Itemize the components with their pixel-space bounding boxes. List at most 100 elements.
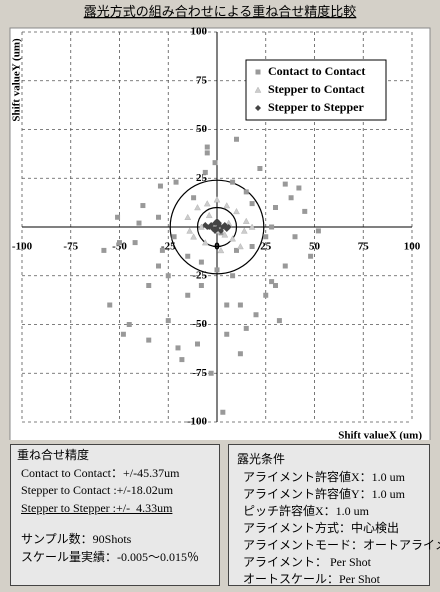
y-tick-label: 25 [196, 172, 208, 184]
text-line [21, 517, 213, 531]
point [159, 247, 165, 253]
point [223, 202, 231, 209]
legend-box [245, 59, 387, 121]
text-line: Contact to Contact：+/-45.37um [21, 465, 180, 480]
point [185, 292, 191, 298]
point [132, 240, 138, 246]
chart: 露光方式の組み合わせによる重ね合せ精度比較 Shift valueY (um) … [9, 4, 431, 440]
ring [169, 179, 265, 275]
point [308, 253, 314, 259]
point [269, 224, 275, 230]
x-axis-label: Shift valueX (um) [338, 430, 422, 440]
point [234, 136, 239, 142]
y-axis-label: Shift valueY (um) [11, 38, 23, 122]
point [198, 283, 204, 288]
point [213, 196, 221, 203]
x-tick-label: -75 [63, 241, 78, 253]
summary-lines: Contact to Contact：+/-45.37um Stepper to … [17, 465, 213, 567]
point [201, 239, 209, 246]
point [234, 247, 239, 253]
x-tick-label: 25 [260, 241, 272, 253]
point [296, 185, 302, 191]
point [288, 195, 294, 201]
point [243, 325, 249, 331]
point [115, 214, 121, 220]
chart-title: 露光方式の組み合わせによる重ね合せ精度比較 [84, 4, 357, 19]
point [146, 283, 152, 288]
y-tick-label: 100 [191, 26, 208, 38]
point [225, 224, 232, 230]
point [120, 331, 126, 337]
point [202, 222, 209, 229]
conditions-panel: 露光条件 アライメント許容値X：1.0 um アライメント許容値Y：1.0 um ピ… [228, 444, 440, 588]
legend-marker [255, 105, 261, 111]
point [273, 283, 278, 288]
point [221, 231, 229, 238]
point [212, 160, 218, 166]
y-tick-label: 75 [196, 74, 208, 86]
y-tick-label: 50 [196, 123, 208, 135]
point [198, 259, 204, 265]
point [202, 169, 208, 175]
text-line: アライメント方式：中心検出 [243, 520, 400, 535]
x-tick-label: -50 [112, 241, 127, 253]
point [240, 227, 248, 234]
point [282, 263, 288, 269]
point [233, 207, 240, 215]
y-tick-label: -100 [187, 416, 208, 428]
x-tick-label: 100 [404, 241, 421, 253]
x-tick-label: -100 [12, 241, 33, 253]
point [224, 302, 230, 308]
point [230, 179, 236, 185]
summary-panel: 重ね合せ精度 Contact to Contact：+/-45.37um Step… [10, 444, 220, 586]
y-tick-label: -50 [192, 318, 207, 330]
point [186, 227, 194, 234]
point [140, 203, 146, 209]
ring [196, 206, 238, 248]
point [156, 263, 161, 269]
point [273, 205, 278, 210]
point [203, 200, 211, 207]
point [220, 409, 226, 415]
conditions-lines: アライメント許容値X：1.0 um アライメント許容値Y：1.0 um ピッチ許容値… [237, 469, 440, 588]
text-line: アライメントモード：オートアライメント [243, 537, 440, 552]
point [217, 246, 225, 254]
point [302, 208, 308, 214]
legend-label: Stepper to Stepper [268, 100, 364, 114]
text-line: サンプル数：90Shots [21, 532, 132, 546]
point [253, 312, 259, 318]
text-line: アライメント： Per Shot [243, 554, 372, 569]
point [194, 204, 201, 211]
point [276, 318, 282, 324]
point [215, 220, 222, 227]
point [243, 189, 249, 195]
point [157, 183, 163, 189]
point [117, 240, 122, 246]
point [173, 179, 179, 185]
text-line: Stepper to Stepper :+/- 4.33um [21, 500, 173, 515]
point [230, 273, 236, 279]
x-tick-label: 75 [358, 241, 370, 253]
x-tick-label: 50 [309, 241, 321, 253]
text-line: オートスケール：Per Shot [243, 571, 381, 586]
y-tick-label: -75 [192, 367, 207, 379]
summary-title: 重ね合せ精度 [17, 448, 90, 462]
point [179, 357, 185, 363]
point [198, 223, 205, 230]
legend-marker [255, 69, 261, 75]
point [136, 220, 142, 226]
point [126, 322, 132, 327]
point [101, 247, 107, 253]
point [212, 227, 219, 234]
point [184, 213, 192, 220]
point [175, 345, 181, 351]
point [191, 195, 197, 201]
text-line: アライメント許容値X：1.0 um [243, 469, 406, 484]
legend-label: Contact to Contact [268, 64, 365, 78]
point [282, 181, 288, 187]
text-line: Stepper to Contact :+/-18.02um [21, 483, 174, 497]
point [269, 279, 275, 285]
point [208, 370, 214, 376]
point [315, 228, 321, 234]
